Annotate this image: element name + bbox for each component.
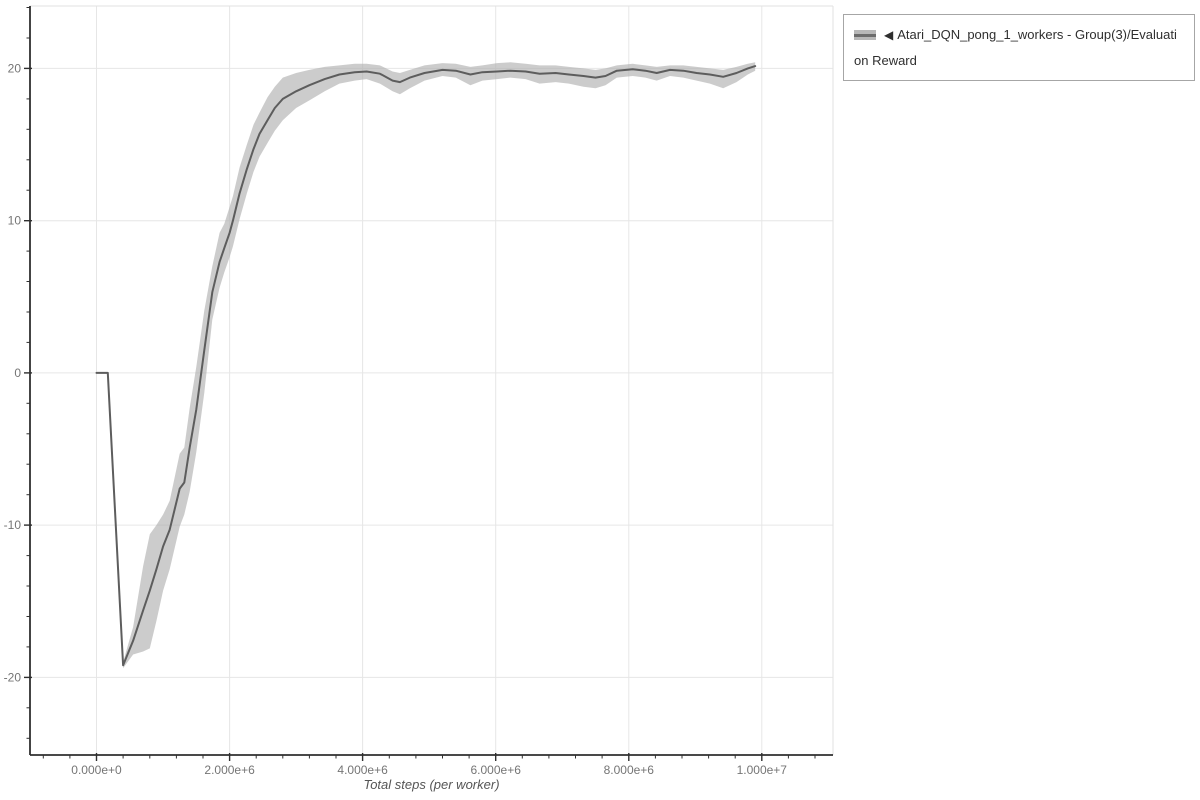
legend-text: ◀ Atari_DQN_pong_1_workers - Group(3)/Eva… (854, 27, 1177, 68)
y-tick-label: -10 (4, 518, 22, 532)
series-line-swatch-icon (854, 34, 876, 37)
x-tick-label: 8.000e+6 (604, 763, 655, 777)
y-tick-label: -20 (4, 670, 22, 684)
series-band-swatch-icon (854, 30, 876, 40)
legend-marker-icon: ◀ (884, 28, 894, 42)
confidence-band (123, 62, 756, 669)
y-tick-label: 10 (8, 214, 22, 228)
x-axis-title: Total steps (per worker) (363, 777, 499, 792)
x-tick-label: 4.000e+6 (337, 763, 388, 777)
evaluation-reward-line (95, 65, 757, 667)
x-tick-label: 6.000e+6 (471, 763, 522, 777)
legend: ◀ Atari_DQN_pong_1_workers - Group(3)/Eva… (843, 14, 1195, 81)
x-tick-label: 2.000e+6 (204, 763, 255, 777)
legend-label: Atari_DQN_pong_1_workers - Group(3)/Eval… (854, 27, 1177, 68)
x-tick-label: 1.000e+7 (737, 763, 788, 777)
y-tick-label: 20 (8, 61, 22, 75)
y-tick-label: 0 (14, 366, 21, 380)
x-tick-label: 0.000e+0 (71, 763, 122, 777)
legend-item-evaluation-reward[interactable]: ◀ Atari_DQN_pong_1_workers - Group(3)/Eva… (854, 22, 1184, 73)
